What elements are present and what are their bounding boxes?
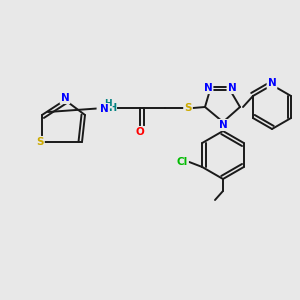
Text: O: O — [136, 127, 144, 137]
Text: N: N — [204, 83, 212, 93]
Text: H: H — [104, 98, 112, 107]
Text: N: N — [228, 83, 236, 93]
Text: N: N — [98, 103, 106, 113]
Text: Cl: Cl — [177, 157, 188, 167]
Text: N: N — [61, 93, 69, 103]
Text: N: N — [100, 104, 108, 114]
Text: S: S — [184, 103, 192, 113]
Text: S: S — [36, 137, 44, 147]
Text: N: N — [219, 120, 227, 130]
Text: H: H — [108, 103, 116, 113]
Text: N: N — [268, 78, 276, 88]
